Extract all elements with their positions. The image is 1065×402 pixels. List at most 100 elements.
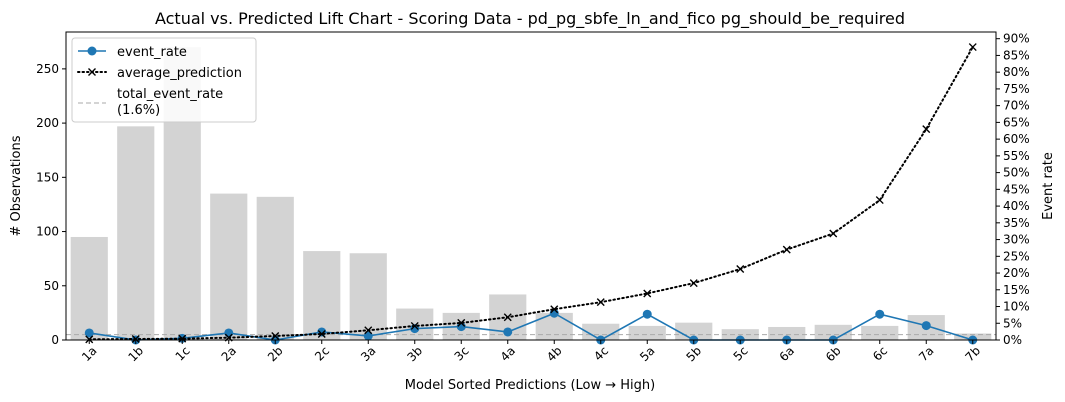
- left-tick-label-0: 0: [51, 333, 59, 347]
- event_rate-point-4a: [503, 327, 513, 337]
- left-y-axis-ticks: 0 50 100 150 200 250: [36, 62, 66, 347]
- bar-4c: [582, 323, 620, 340]
- average_prediction-point-7b: [968, 43, 977, 52]
- legend-box: [71, 37, 257, 123]
- chart-title: Actual vs. Predicted Lift Chart - Scorin…: [155, 9, 905, 29]
- x-tick-label-4b: 4b: [544, 344, 565, 365]
- x-axis-title: Model Sorted Predictions (Low → High): [405, 378, 655, 393]
- left-tick-label-150: 150: [36, 170, 59, 184]
- event_rate-point-7a: [921, 321, 931, 331]
- left-y-axis-title: # Observations: [9, 135, 24, 236]
- average_prediction-point-3c: [457, 318, 466, 327]
- right-tick-label-17: 85%: [1003, 48, 1030, 62]
- left-tick-label-100: 100: [36, 225, 59, 239]
- average_prediction-point-4b: [550, 305, 559, 314]
- bar-6b: [814, 324, 852, 340]
- right-tick-label-10: 50%: [1003, 166, 1030, 180]
- average_prediction-point-5c: [736, 265, 745, 274]
- right-tick-label-16: 80%: [1003, 65, 1030, 79]
- average_prediction-point-4c: [596, 298, 605, 307]
- x-tick-label-7b: 7b: [962, 344, 983, 365]
- x-tick-label-7a: 7a: [916, 344, 937, 365]
- right-tick-label-7: 35%: [1003, 216, 1030, 230]
- right-tick-label-3: 15%: [1003, 283, 1030, 297]
- average_prediction-point-6a: [782, 245, 791, 254]
- average_prediction-point-2b: [271, 331, 280, 340]
- legend-event-rate-label: event_rate: [117, 45, 187, 60]
- x-tick-label-3b: 3b: [404, 344, 425, 365]
- x-tick-label-6b: 6b: [823, 344, 844, 365]
- x-tick-label-5c: 5c: [731, 344, 751, 364]
- right-tick-label-0: 0%: [1003, 333, 1022, 347]
- right-tick-label-2: 10%: [1003, 300, 1030, 314]
- event_rate-point-2a: [224, 328, 234, 338]
- event_rate-point-5a: [642, 309, 652, 319]
- x-tick-label-2b: 2b: [265, 344, 286, 365]
- bar-3a: [349, 253, 387, 340]
- right-y-axis-title: Event rate: [1041, 152, 1056, 220]
- right-tick-label-11: 55%: [1003, 149, 1030, 163]
- average_prediction-point-4a: [503, 313, 512, 322]
- event_rate-point-2c: [317, 327, 327, 337]
- event_rate-point-1a: [84, 328, 94, 338]
- right-tick-label-12: 60%: [1003, 132, 1030, 146]
- average_prediction-point-1c: [178, 334, 187, 343]
- x-tick-label-4c: 4c: [591, 344, 611, 364]
- right-tick-label-18: 90%: [1003, 32, 1030, 46]
- bar-2a: [210, 193, 248, 340]
- bar-2c: [303, 251, 341, 340]
- x-tick-label-6c: 6c: [870, 344, 890, 364]
- x-tick-label-6a: 6a: [777, 344, 798, 365]
- left-tick-label-50: 50: [44, 279, 59, 293]
- average_prediction-point-1b: [131, 335, 140, 343]
- x-tick-label-2c: 2c: [312, 344, 332, 364]
- right-tick-label-15: 75%: [1003, 82, 1030, 96]
- right-tick-label-1: 5%: [1003, 316, 1022, 330]
- right-tick-label-6: 30%: [1003, 233, 1030, 247]
- average_prediction-point-5b: [689, 279, 698, 288]
- x-tick-label-5a: 5a: [637, 344, 658, 365]
- legend-total-event-rate-label-line2: (1.6%): [117, 103, 160, 118]
- average_prediction-point-6c: [875, 196, 884, 205]
- x-tick-label-3a: 3a: [358, 344, 379, 365]
- right-y-axis-ticks: 0% 5% 10% 15% 20% 25% 30% 35% 40% 45% 50% 55% 60% 65%…: [996, 32, 1030, 347]
- right-tick-label-13: 65%: [1003, 115, 1030, 129]
- x-tick-label-2a: 2a: [219, 344, 240, 365]
- x-tick-label-4a: 4a: [498, 344, 519, 365]
- x-tick-label-1b: 1b: [125, 344, 146, 365]
- bar-6c: [861, 325, 899, 340]
- bar-6a: [768, 326, 806, 340]
- bar-5a: [628, 325, 666, 340]
- event_rate-point-3a: [363, 331, 373, 341]
- event_rate-point-6c: [875, 309, 885, 319]
- x-tick-label-1a: 1a: [79, 344, 100, 365]
- legend-average-prediction-label: average_prediction: [117, 66, 242, 81]
- legend-total-event-rate-label-line1: total_event_rate: [117, 87, 223, 102]
- x-tick-label-1c: 1c: [173, 344, 193, 364]
- legend-event-rate-marker: [87, 46, 97, 56]
- right-tick-label-14: 70%: [1003, 99, 1030, 113]
- bar-1b: [117, 126, 155, 340]
- average_prediction-line: [88, 46, 974, 341]
- left-tick-label-200: 200: [36, 116, 59, 130]
- x-tick-label-5b: 5b: [683, 344, 704, 365]
- right-tick-label-8: 40%: [1003, 199, 1030, 213]
- bar-1a: [70, 236, 108, 340]
- average_prediction-point-3a: [364, 326, 373, 335]
- average_prediction-point-6b: [829, 229, 838, 238]
- legend-average-prediction-marker: [88, 68, 96, 76]
- x-tick-label-3c: 3c: [452, 344, 472, 364]
- right-tick-label-9: 45%: [1003, 182, 1030, 196]
- average_prediction-point-3b: [410, 321, 419, 330]
- legend: event_rate average_prediction total_event_…: [71, 37, 257, 123]
- x-axis-ticks: 1a 1b 1c 2a 2b 2c 3a 3b 3c 4a 4b 4c 5a 5b 5c 6a 6b 6c 7a 7b: [79, 340, 983, 364]
- average_prediction-point-7a: [922, 125, 931, 134]
- bar-2b: [256, 196, 294, 340]
- left-tick-label-250: 250: [36, 62, 59, 76]
- average_prediction-point-2c: [317, 329, 326, 338]
- right-tick-label-4: 20%: [1003, 266, 1030, 280]
- plot-frame: [65, 31, 997, 341]
- average_prediction-point-5a: [643, 289, 652, 298]
- right-tick-label-5: 25%: [1003, 249, 1030, 263]
